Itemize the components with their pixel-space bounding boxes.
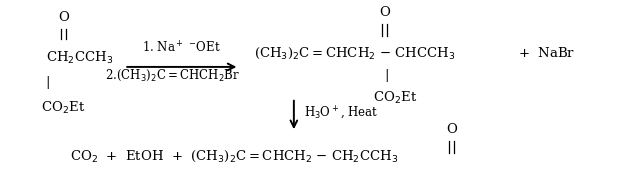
Text: CO$_2$  $+$  EtOH  $+$  (CH$_3$)$_2$C$=$CHCH$_2$ $-$ CH$_2$CCH$_3$: CO$_2$ $+$ EtOH $+$ (CH$_3$)$_2$C$=$CHCH… bbox=[70, 149, 398, 164]
Text: CO$_2$Et: CO$_2$Et bbox=[41, 100, 85, 116]
Text: O: O bbox=[446, 122, 457, 135]
Text: (CH$_3$)$_2$C$=$CHCH$_2$ $-$ CHCCH$_3$: (CH$_3$)$_2$C$=$CHCH$_2$ $-$ CHCCH$_3$ bbox=[255, 46, 455, 61]
Text: H$_3$O$^+$, Heat: H$_3$O$^+$, Heat bbox=[304, 104, 379, 121]
Text: |: | bbox=[45, 76, 49, 89]
Text: |: | bbox=[384, 69, 389, 82]
Text: $+$  NaBr: $+$ NaBr bbox=[518, 46, 575, 60]
Text: O: O bbox=[58, 11, 69, 24]
Text: CH$_2$CCH$_3$: CH$_2$CCH$_3$ bbox=[46, 50, 112, 66]
Text: 2.(CH$_3$)$_2$C$=$CHCH$_2$Br: 2.(CH$_3$)$_2$C$=$CHCH$_2$Br bbox=[105, 68, 240, 83]
Text: 1. Na$^+$ $^{-}$OEt: 1. Na$^+$ $^{-}$OEt bbox=[143, 40, 221, 56]
Text: O: O bbox=[379, 6, 390, 19]
Text: CO$_2$Et: CO$_2$Et bbox=[373, 90, 417, 106]
